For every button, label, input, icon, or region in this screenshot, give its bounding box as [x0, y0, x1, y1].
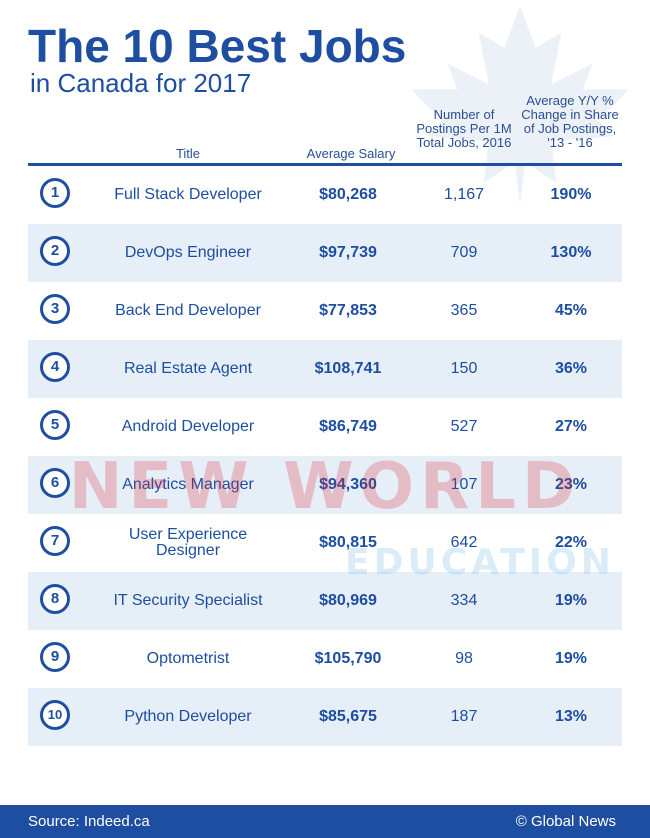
postings-count: 1,167 [414, 166, 514, 224]
postings-count: 187 [414, 688, 514, 746]
header-salary: Average Salary [296, 147, 406, 161]
postings-count: 527 [414, 398, 514, 456]
average-salary: $97,739 [298, 224, 398, 282]
table-row: 4 Real Estate Agent $108,741 150 36% [28, 340, 622, 398]
job-title: DevOps Engineer [90, 224, 286, 282]
rank-badge: 9 [40, 642, 70, 672]
average-salary: $80,268 [298, 166, 398, 224]
yoy-change: 130% [524, 224, 618, 282]
average-salary: $105,790 [298, 630, 398, 688]
postings-count: 107 [414, 456, 514, 514]
footer: Source: Indeed.ca © Global News [0, 805, 650, 838]
rank-badge: 1 [40, 178, 70, 208]
yoy-change: 23% [524, 456, 618, 514]
rank-badge: 8 [40, 584, 70, 614]
rank-badge: 3 [40, 294, 70, 324]
job-title: Android Developer [90, 398, 286, 456]
yoy-change: 36% [524, 340, 618, 398]
table-row: 7 User Experience Designer $80,815 642 2… [28, 514, 622, 572]
rank-badge: 6 [40, 468, 70, 498]
postings-count: 98 [414, 630, 514, 688]
table-row: 1 Full Stack Developer $80,268 1,167 190… [28, 166, 622, 224]
page-title: The 10 Best Jobs [28, 22, 406, 70]
rank-badge: 2 [40, 236, 70, 266]
job-title: Real Estate Agent [90, 340, 286, 398]
page-subtitle: in Canada for 2017 [30, 68, 251, 98]
rank-badge: 4 [40, 352, 70, 382]
job-title: Optometrist [90, 630, 286, 688]
postings-count: 709 [414, 224, 514, 282]
average-salary: $80,815 [298, 514, 398, 572]
job-title: Analytics Manager [90, 456, 286, 514]
jobs-table: 1 Full Stack Developer $80,268 1,167 190… [28, 166, 622, 746]
average-salary: $86,749 [298, 398, 398, 456]
source-credit: Source: Indeed.ca [28, 813, 150, 830]
rank-badge: 5 [40, 410, 70, 440]
postings-count: 365 [414, 282, 514, 340]
yoy-change: 45% [524, 282, 618, 340]
header-change: Average Y/Y % Change in Share of Job Pos… [520, 94, 620, 150]
postings-count: 150 [414, 340, 514, 398]
table-row: 3 Back End Developer $77,853 365 45% [28, 282, 622, 340]
yoy-change: 22% [524, 514, 618, 572]
average-salary: $80,969 [298, 572, 398, 630]
rank-badge: 7 [40, 526, 70, 556]
postings-count: 334 [414, 572, 514, 630]
job-title: Python Developer [90, 688, 286, 746]
average-salary: $77,853 [298, 282, 398, 340]
header-postings: Number of Postings Per 1M Total Jobs, 20… [414, 108, 514, 150]
average-salary: $94,360 [298, 456, 398, 514]
yoy-change: 19% [524, 572, 618, 630]
table-row: 2 DevOps Engineer $97,739 709 130% [28, 224, 622, 282]
postings-count: 642 [414, 514, 514, 572]
rank-badge: 10 [40, 700, 70, 730]
yoy-change: 27% [524, 398, 618, 456]
table-row: 6 Analytics Manager $94,360 107 23% [28, 456, 622, 514]
yoy-change: 13% [524, 688, 618, 746]
header-title: Title [150, 147, 226, 161]
yoy-change: 190% [524, 166, 618, 224]
table-row: 10 Python Developer $85,675 187 13% [28, 688, 622, 746]
average-salary: $85,675 [298, 688, 398, 746]
publisher-credit: © Global News [516, 813, 616, 830]
table-row: 8 IT Security Specialist $80,969 334 19% [28, 572, 622, 630]
job-title: Back End Developer [90, 282, 286, 340]
table-row: 5 Android Developer $86,749 527 27% [28, 398, 622, 456]
yoy-change: 19% [524, 630, 618, 688]
job-title: IT Security Specialist [90, 572, 286, 630]
table-row: 9 Optometrist $105,790 98 19% [28, 630, 622, 688]
job-title: User Experience Designer [90, 514, 286, 572]
job-title: Full Stack Developer [90, 166, 286, 224]
average-salary: $108,741 [298, 340, 398, 398]
